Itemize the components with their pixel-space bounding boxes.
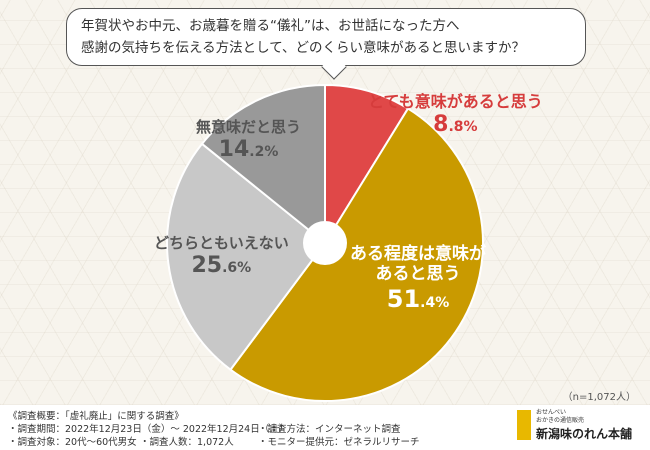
- slice-percent: 14.2%: [218, 137, 279, 162]
- survey-provider: ・モニター提供元：ゼネラルリサーチ: [258, 437, 420, 448]
- slice-name: 無意味だと思う: [196, 118, 302, 136]
- logo-tagline: おせんべい おかきの通信販売: [536, 409, 585, 424]
- slice-percent: 8.8%: [433, 112, 478, 137]
- logo-name: 新潟味のれん本舗: [536, 427, 633, 441]
- slice-very-meaningful: [324, 83, 410, 247]
- slice-label-neutral: どちらともいえない 25.6%: [154, 232, 289, 281]
- survey-count: ・調査人数：1,072人: [140, 437, 234, 448]
- slice-name: どちらともいえない: [154, 234, 289, 252]
- slice-percent: 51.4%: [386, 285, 450, 313]
- survey-target: ・調査対象：20代〜60代男女: [8, 437, 137, 448]
- slice-percent: 25.6%: [191, 253, 252, 278]
- survey-method: ・調査方法：インターネット調査: [258, 424, 401, 435]
- slice-label-very-meaningful: とても意味があると思う 8.8%: [368, 88, 543, 140]
- survey-footer: 《調査概要：「虚礼廃止」に関する調査》 ・調査期間：2022年12月23日（金）…: [0, 405, 650, 450]
- pie-chart: [166, 83, 484, 402]
- logo-mark: [517, 410, 531, 440]
- survey-title: 《調査概要：「虚礼廃止」に関する調査》: [8, 411, 184, 422]
- slice-label-meaningless: 無意味だと思う 14.2%: [196, 116, 301, 165]
- slice-meaningless: [200, 83, 326, 246]
- slice-name: とても意味があると思う: [368, 92, 543, 111]
- slice-name-line-2: あると思う: [375, 264, 461, 284]
- slice-name-line-1: ある程度は意味が: [350, 244, 486, 264]
- slice-neutral: [166, 142, 327, 372]
- slice-somewhat-meaningful: [229, 107, 484, 402]
- slice-label-somewhat-meaningful: ある程度は意味が あると思う 51.4%: [350, 244, 486, 318]
- question-line-2: 感謝の気持ちを伝える方法として、どのくらい意味があると思いますか？: [81, 40, 526, 56]
- sample-size-note: （n=1,072人）: [562, 392, 636, 403]
- question-line-1: 年賀状やお中元、お歳暮を贈る“儀礼”は、お世話になった方へ: [81, 18, 460, 34]
- question-bubble: 年賀状やお中元、お歳暮を贈る“儀礼”は、お世話になった方へ 感謝の気持ちを伝える…: [66, 8, 586, 80]
- donut-hole: [303, 221, 347, 265]
- survey-period: ・調査期間：2022年12月23日（金）〜 2022年12月24日（土）: [8, 424, 289, 435]
